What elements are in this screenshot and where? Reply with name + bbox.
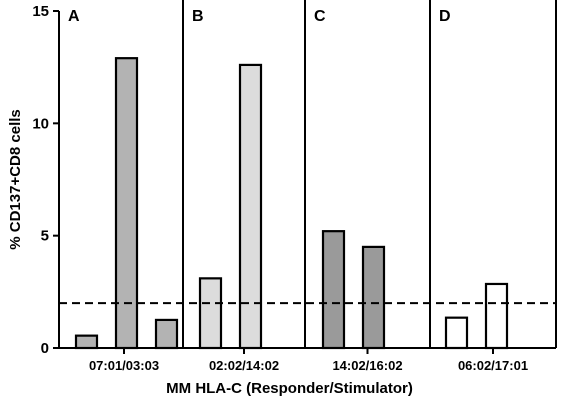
x-tick-label: 07:01/03:03 [89, 358, 159, 373]
bar [114, 57, 139, 350]
bar [321, 230, 346, 350]
y-tick-label: 5 [41, 228, 49, 245]
bar [154, 318, 179, 350]
bar [444, 316, 469, 350]
labels: 07:01/03:03 A 02:02/14:02 B 14:02/16:02 C 06:0… [68, 8, 528, 373]
y-tick-label: 0 [41, 340, 49, 357]
panel-label: A [68, 8, 80, 25]
y-axis: 0 5 10 15 [32, 3, 60, 357]
panel-label: D [439, 8, 451, 25]
y-tick-label: 10 [32, 115, 49, 132]
y-tick-label: 15 [32, 3, 49, 20]
panel-dividers [182, 0, 557, 348]
x-axis-title: MM HLA-C (Responder/Stimulator) [166, 380, 413, 397]
bar [238, 63, 263, 350]
x-tick-label: 06:02/17:01 [458, 358, 528, 373]
panel-label: B [192, 8, 204, 25]
panel-label: C [314, 8, 326, 25]
bars [74, 57, 509, 350]
x-axis [59, 347, 556, 354]
x-tick-label: 02:02/14:02 [209, 358, 279, 373]
y-axis-title: % CD137+CD8 cells [7, 109, 24, 250]
bar [198, 277, 223, 350]
bar [361, 245, 386, 350]
bar [484, 282, 509, 350]
x-tick-label: 14:02/16:02 [332, 358, 402, 373]
bar [74, 334, 99, 350]
